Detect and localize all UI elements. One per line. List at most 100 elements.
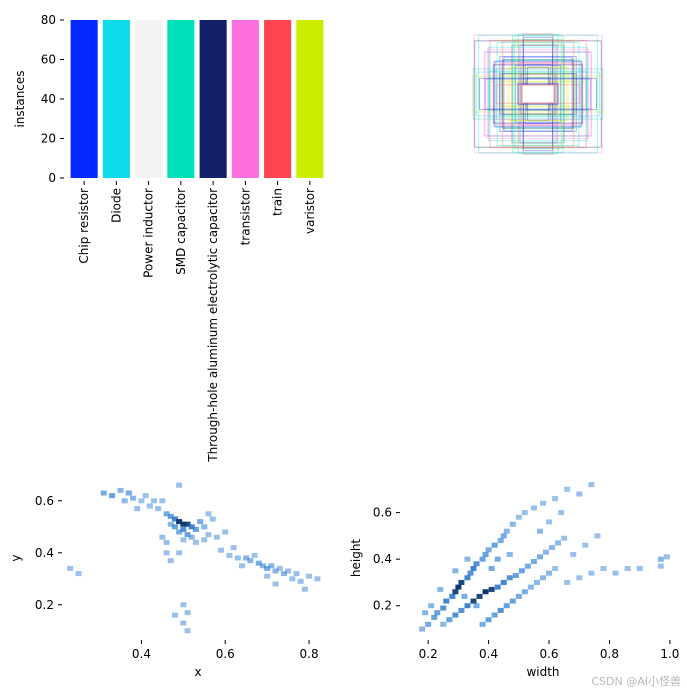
y-tick-label: 20 <box>41 132 56 146</box>
bbox-outline <box>478 34 598 154</box>
wh-heatmap-cell <box>452 568 459 574</box>
wh-heatmap-cell <box>612 570 619 576</box>
bbox-outline <box>519 73 557 115</box>
xy-heatmap-cell <box>188 524 195 530</box>
wh-heatmap-cell <box>564 579 571 585</box>
wh-heatmap-cell <box>543 549 550 555</box>
bbox-outline <box>486 48 590 140</box>
xy-heatmap-cell <box>201 537 208 543</box>
xy-heatmap-cell <box>222 529 229 535</box>
wh-heatmap-cell <box>588 570 595 576</box>
x-tick-label: 0.6 <box>216 647 235 661</box>
y-tick-label: 80 <box>41 13 56 27</box>
wh-heatmap-cell <box>576 491 583 497</box>
bar-chip-resistor <box>70 20 98 178</box>
xy-heatmap-cell <box>125 490 132 496</box>
wh-heatmap-cell <box>488 565 495 571</box>
xy-heatmap-cell <box>205 511 212 517</box>
wh-heatmap-cell <box>518 568 525 574</box>
xy-heatmap-cell <box>213 534 220 540</box>
bbox-outline <box>473 34 603 154</box>
x-tick-label: 0.6 <box>539 647 558 661</box>
wh-heatmap-cell <box>521 510 528 516</box>
wh-heatmap-cell <box>419 626 426 632</box>
xy-heatmap-cell <box>192 539 199 545</box>
wh-heatmap-cell <box>536 528 543 534</box>
xy-heatmap-cell <box>264 573 271 579</box>
wh-heatmap-cell <box>515 593 522 599</box>
x-tick-label: 0.4 <box>132 647 151 661</box>
bbox-outline <box>492 64 584 124</box>
xy-heatmap-cell <box>184 532 191 538</box>
wh-heatmap-cell <box>657 556 664 562</box>
wh-heatmap-cell <box>488 586 495 592</box>
x-tick-label: Through-hole aluminum electrolytic capac… <box>206 188 220 463</box>
wh-heatmap-cell <box>440 621 447 627</box>
wh-heatmap-cell <box>561 535 568 541</box>
wh-heatmap-cell <box>527 584 534 590</box>
wh-heatmap-cell <box>467 570 474 576</box>
wh-heatmap-cell <box>431 614 438 620</box>
xy-heatmap-cell <box>272 581 279 587</box>
wh-heatmap-cell <box>485 547 492 553</box>
wh-heatmap-cell <box>494 584 501 590</box>
wh-heatmap-cell <box>434 610 441 616</box>
xy-heatmap-cell <box>285 568 292 574</box>
wh-heatmap-cell <box>558 510 565 516</box>
bar-smd-capacitor <box>167 20 195 178</box>
wh-heatmap-cell <box>636 565 643 571</box>
xy-heatmap-cell <box>280 571 287 577</box>
xy-heatmap-cell <box>276 565 283 571</box>
watermark: CSDN @AI小怪兽 <box>591 675 681 688</box>
wh-heatmap-cell <box>470 565 477 571</box>
wh-heatmap-cell <box>500 579 507 585</box>
x-tick-label: 1.0 <box>660 647 679 661</box>
xy-heatmap-cell <box>167 558 174 564</box>
xy-heatmap-cell <box>121 498 128 504</box>
y-tick-label: 0.2 <box>373 599 392 613</box>
y-tick-label: 0.6 <box>35 494 54 508</box>
bbox-outline <box>499 56 577 132</box>
wh-heatmap-cell <box>452 612 459 618</box>
bbox-outline <box>501 73 575 115</box>
wh-heatmap-cell <box>458 579 465 585</box>
wh-heatmap-cell <box>663 554 670 560</box>
wh-heatmap-cell <box>506 575 513 581</box>
x-tick-label: train <box>271 188 285 216</box>
bbox-outline <box>517 83 559 105</box>
xy-heatmap-cell <box>259 563 266 569</box>
xy-heatmap-cell <box>209 516 216 522</box>
xy-heatmap-cell <box>109 493 116 499</box>
bbox-outline <box>502 59 574 129</box>
xy-heatmap-cell <box>171 524 178 530</box>
xy-heatmap-cell <box>180 521 187 527</box>
xy-heatmap-cell <box>151 498 157 504</box>
y-axis-label: height <box>349 539 363 578</box>
bbox-outline <box>472 75 604 113</box>
bbox-outline <box>488 46 588 142</box>
xy-heatmap-cell <box>176 550 183 556</box>
x-tick-label: 0.8 <box>300 647 319 661</box>
bbox-outline <box>479 77 597 111</box>
y-tick-label: 40 <box>41 92 56 106</box>
bbox-outline <box>495 59 581 129</box>
bbox-outline <box>493 62 583 126</box>
wh-heatmap-cell <box>576 575 583 581</box>
xy-heatmap-cell <box>230 545 237 551</box>
bbox-outline <box>500 73 576 115</box>
xy-heatmap-cell <box>188 534 195 540</box>
wh-heatmap-cell <box>461 593 468 599</box>
xy-heatmap-cell <box>314 576 321 582</box>
wh-heatmap-cell <box>497 607 504 613</box>
bbox-outline <box>512 73 564 115</box>
xy-heatmap-cell <box>159 534 166 540</box>
xy-heatmap-cell <box>226 552 233 558</box>
bbox-outline <box>484 51 592 137</box>
wh-heatmap-cell <box>624 565 631 571</box>
wh-heatmap-cell <box>443 598 450 604</box>
bbox-outline <box>521 84 555 104</box>
wh-heatmap-cell <box>455 584 462 590</box>
xy-heatmap-cell <box>180 602 187 608</box>
wh-heatmap-cell <box>479 621 486 627</box>
wh-heatmap-cell <box>464 575 471 581</box>
